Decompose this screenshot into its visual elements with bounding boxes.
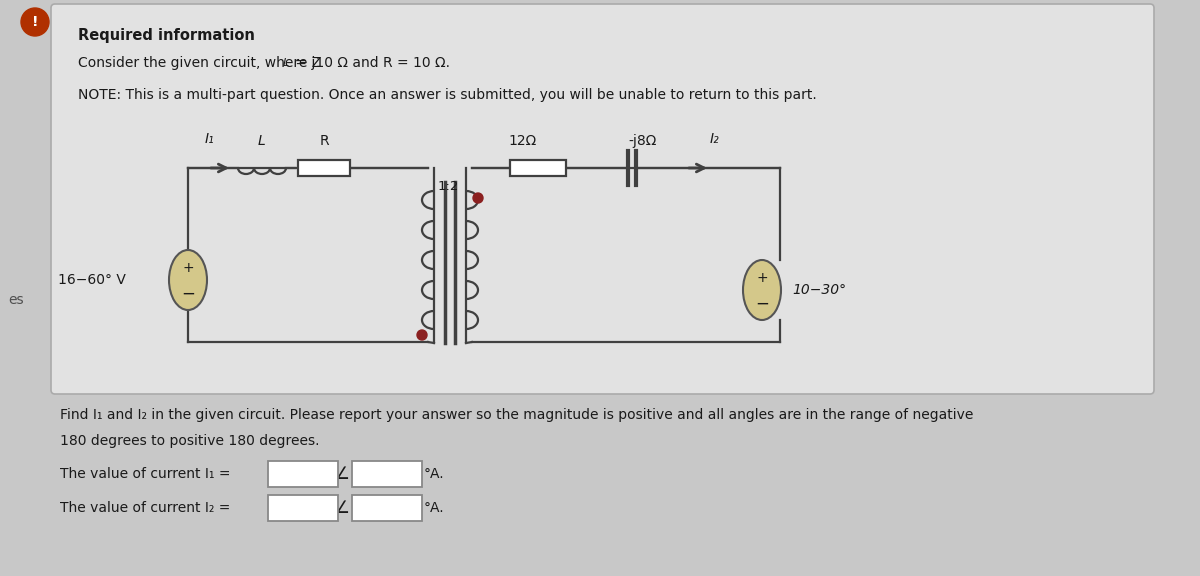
FancyBboxPatch shape: [352, 495, 422, 521]
Text: The value of current I₁ =: The value of current I₁ =: [60, 467, 230, 481]
Text: −: −: [755, 295, 769, 313]
Text: Consider the given circuit, where Z: Consider the given circuit, where Z: [78, 56, 322, 70]
Text: °A.: °A.: [424, 467, 445, 481]
Ellipse shape: [743, 260, 781, 320]
Text: °A.: °A.: [424, 501, 445, 515]
Text: 1:2: 1:2: [438, 180, 460, 193]
Text: 16−60° V: 16−60° V: [58, 273, 126, 287]
Text: 10−30°: 10−30°: [792, 283, 846, 297]
Text: ∠: ∠: [335, 465, 349, 483]
FancyBboxPatch shape: [50, 4, 1154, 394]
Text: !: !: [31, 15, 38, 29]
Text: −: −: [181, 285, 194, 303]
Ellipse shape: [169, 250, 208, 310]
Bar: [298, 160, 350, 176]
Text: NOTE: This is a multi-part question. Once an answer is submitted, you will be un: NOTE: This is a multi-part question. Onc…: [78, 88, 817, 102]
Text: R: R: [319, 134, 329, 148]
Text: Find I₁ and I₂ in the given circuit. Please report your answer so the magnitude : Find I₁ and I₂ in the given circuit. Ple…: [60, 408, 973, 422]
Text: 180 degrees to positive 180 degrees.: 180 degrees to positive 180 degrees.: [60, 434, 319, 448]
Circle shape: [22, 8, 49, 36]
Text: +: +: [182, 261, 194, 275]
FancyBboxPatch shape: [352, 461, 422, 487]
Text: I₂: I₂: [710, 132, 720, 146]
Text: +: +: [756, 271, 768, 285]
Text: L: L: [258, 134, 266, 148]
Text: Required information: Required information: [78, 28, 254, 43]
Text: The value of current I₂ =: The value of current I₂ =: [60, 501, 230, 515]
Text: -j8Ω: -j8Ω: [628, 134, 656, 148]
Text: I₁: I₁: [205, 132, 215, 146]
Text: = j10 Ω and R = 10 Ω.: = j10 Ω and R = 10 Ω.: [292, 56, 450, 70]
Text: L: L: [283, 58, 289, 68]
Bar: [510, 160, 566, 176]
Text: 12Ω: 12Ω: [508, 134, 536, 148]
Circle shape: [418, 330, 427, 340]
FancyBboxPatch shape: [268, 495, 338, 521]
Text: es: es: [8, 293, 24, 307]
FancyBboxPatch shape: [268, 461, 338, 487]
Text: ∠: ∠: [335, 499, 349, 517]
Circle shape: [473, 193, 482, 203]
